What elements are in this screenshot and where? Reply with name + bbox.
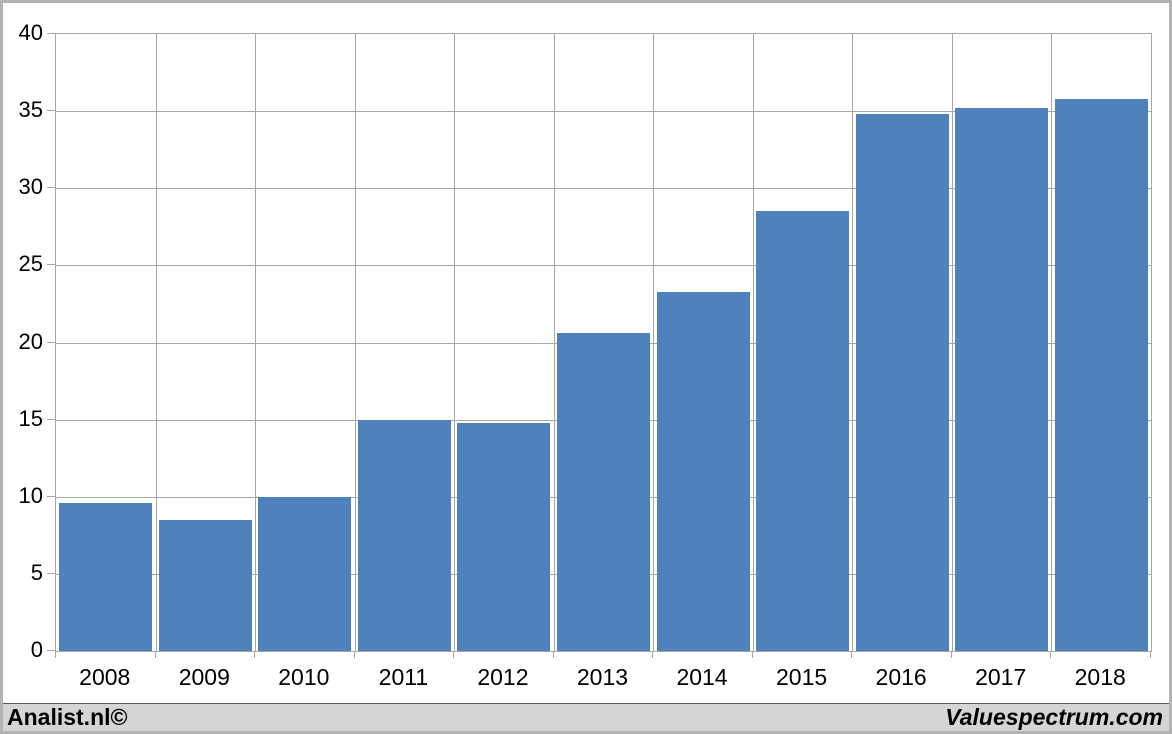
bar-2016 (855, 114, 949, 651)
x-axis-tick (354, 651, 355, 658)
x-axis-tick (155, 651, 156, 658)
bar-2010 (258, 496, 352, 651)
vertical-gridline (454, 34, 455, 651)
y-axis-label: 10 (18, 482, 43, 508)
horizontal-gridline (56, 111, 1151, 113)
x-axis-tick (1050, 651, 1051, 658)
analist-brand-label: Analist.nl© (7, 704, 128, 730)
x-axis-label: 2008 (79, 664, 131, 690)
y-axis-tick (47, 495, 55, 497)
bar-2009 (158, 519, 252, 651)
y-axis-label: 35 (18, 97, 43, 123)
x-axis-label: 2015 (775, 664, 828, 690)
vertical-gridline (355, 34, 356, 651)
bar-2013 (557, 333, 650, 651)
x-axis-tick (55, 651, 56, 658)
bar-2014 (656, 291, 750, 651)
y-axis-label: 40 (18, 20, 43, 45)
bar-2015 (756, 211, 850, 651)
bar-2018 (1054, 98, 1148, 651)
x-axis-label: 2011 (378, 664, 429, 690)
x-axis-tick (951, 651, 952, 658)
vertical-gridline (1051, 34, 1052, 651)
x-axis-label: 2017 (975, 664, 1027, 690)
x-axis-tick (652, 651, 653, 658)
vertical-gridline (255, 34, 256, 651)
valuespectrum-brand-label: Valuespectrum.com (945, 704, 1163, 730)
y-axis-tick (47, 418, 55, 420)
vertical-gridline (156, 34, 157, 651)
bar-2008 (59, 502, 153, 651)
bar-2011 (357, 419, 451, 651)
x-axis-tick (851, 651, 852, 658)
vertical-gridline (753, 34, 754, 651)
x-axis-tick (254, 651, 255, 658)
x-axis-tick (453, 651, 454, 658)
bar-2012 (457, 422, 551, 651)
vertical-gridline (852, 34, 853, 651)
x-axis-tick (1150, 651, 1151, 658)
x-axis-label: 2016 (875, 664, 927, 690)
footer-bar: Analist.nl© Valuespectrum.com (3, 703, 1169, 731)
y-axis-tick (47, 341, 55, 343)
y-axis-tick (47, 572, 55, 574)
y-axis-tick (47, 187, 55, 189)
horizontal-gridline (56, 188, 1151, 190)
y-axis-tick (47, 264, 55, 266)
y-axis-label: 30 (18, 174, 43, 200)
vertical-gridline (653, 34, 654, 651)
y-axis-tick (47, 33, 55, 34)
x-axis-tick (553, 651, 554, 658)
bar-2017 (955, 108, 1049, 651)
y-axis-label: 0 (30, 637, 43, 662)
vertical-gridline (554, 34, 555, 651)
y-axis-label: 25 (18, 251, 43, 277)
x-axis-label: 2010 (278, 664, 330, 690)
x-axis-label: 2018 (1074, 664, 1126, 690)
y-axis-tick (47, 650, 55, 651)
horizontal-gridline (56, 265, 1151, 267)
x-axis-label: 2009 (178, 664, 230, 690)
x-axis-label: 2014 (676, 664, 728, 690)
x-axis-label: 2012 (477, 664, 529, 690)
chart-region: 0 5 10 15 20 25 30 35 40 2008 2009 2010 2011 2012 2013… (3, 3, 1169, 703)
x-axis-label: 2013 (576, 664, 629, 690)
x-axis-tick (752, 651, 753, 658)
y-axis-label: 15 (18, 405, 43, 431)
y-axis-label: 20 (18, 328, 43, 354)
y-axis-tick (47, 110, 55, 112)
vertical-gridline (952, 34, 953, 651)
plot-area (55, 33, 1152, 652)
y-axis-label: 5 (30, 559, 43, 585)
